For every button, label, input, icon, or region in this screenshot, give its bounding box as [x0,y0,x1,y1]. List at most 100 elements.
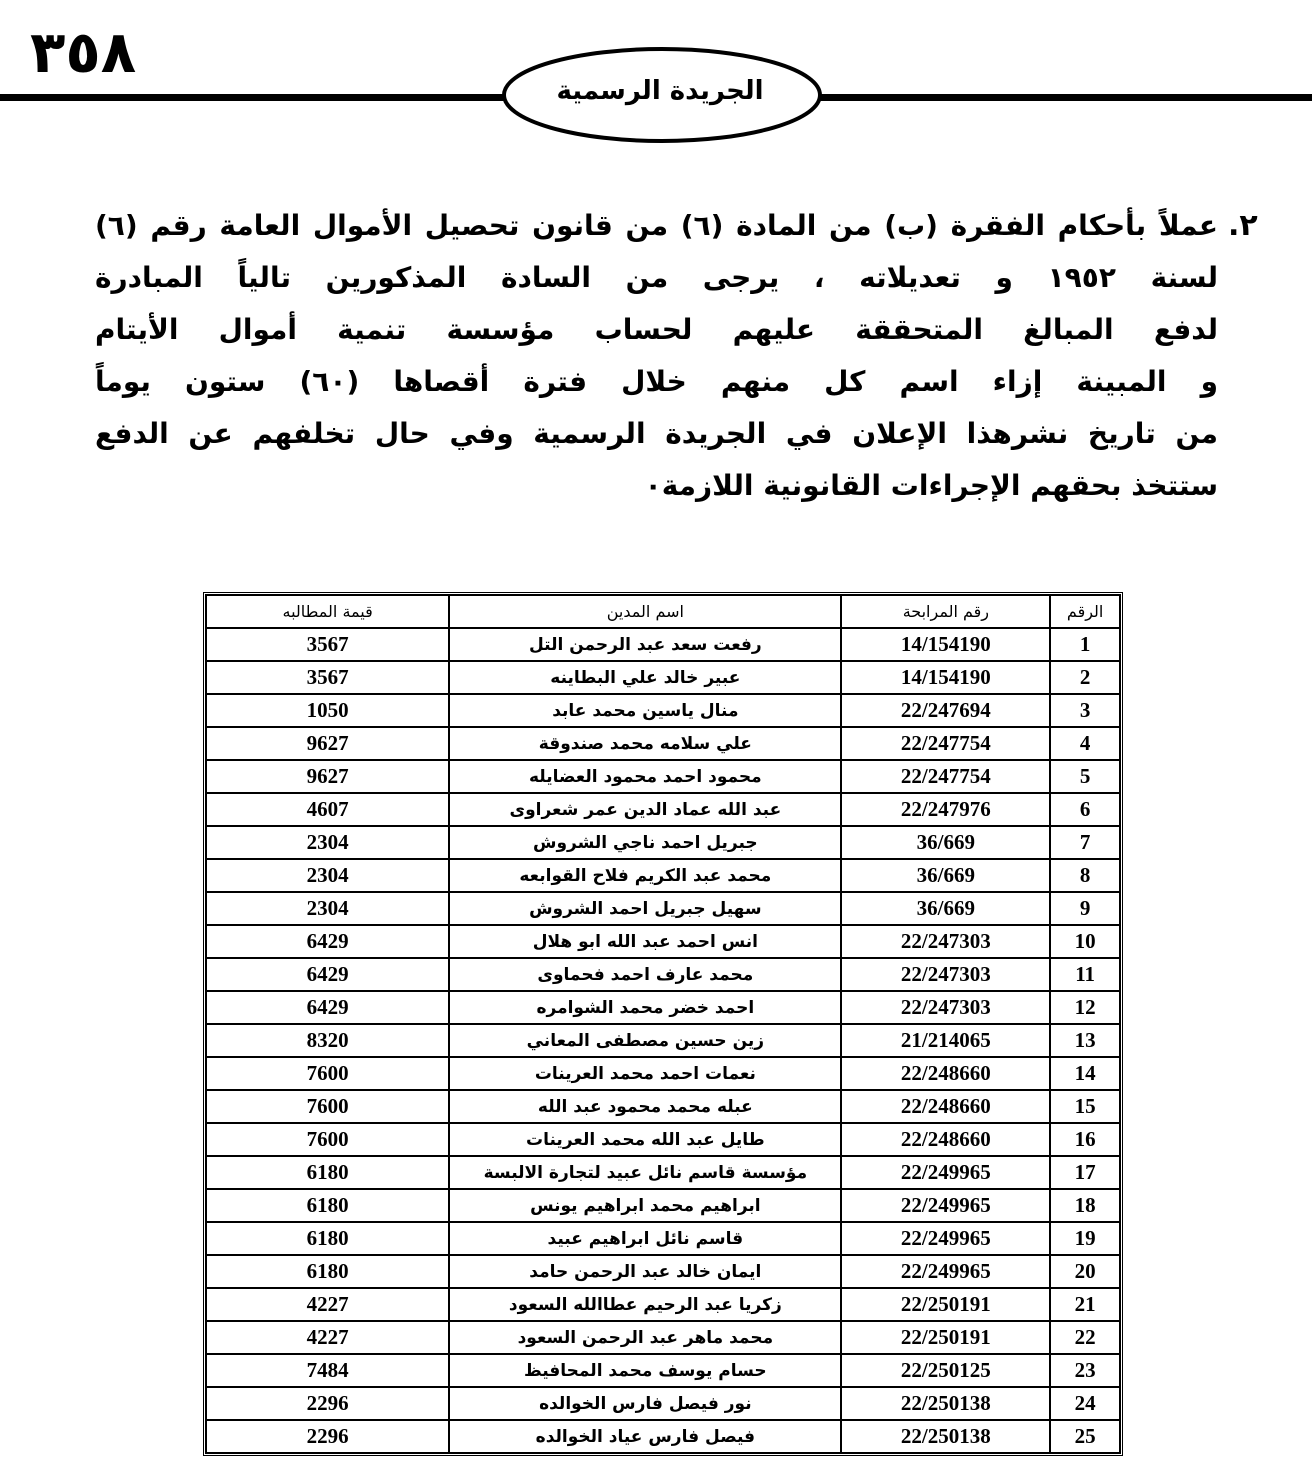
debtor-name: جبريل احمد ناجي الشروش [449,826,842,859]
debtor-name: محمد عارف احمد فحماوى [449,958,842,991]
murabaha-number: 22/249965 [841,1255,1051,1288]
notice-line: و المبينة إزاء اسم كل منهم خلال فترة أقص… [95,365,1218,398]
table-row: 5 22/247754 محمود احمد محمود العضايله 9627 [206,760,1120,793]
table-row: 14 22/248660 نعمات احمد محمد العرينات 7600 [206,1057,1120,1090]
table-row: 6 22/247976 عبد الله عماد الدين عمر شعراوى… [206,793,1120,826]
row-number: 1 [1050,628,1120,661]
column-header: الرقم [1050,595,1120,628]
debtor-name: سهيل جبريل احمد الشروش [449,892,842,925]
murabaha-number: 22/250125 [841,1354,1051,1387]
murabaha-number: 22/250138 [841,1420,1051,1453]
murabaha-number: 36/669 [841,892,1051,925]
murabaha-number: 22/248660 [841,1057,1051,1090]
row-number: 7 [1050,826,1120,859]
row-number: 8 [1050,859,1120,892]
debtor-name: عبله محمد محمود عبد الله [449,1090,842,1123]
row-number: 9 [1050,892,1120,925]
claim-amount: 2304 [206,826,450,859]
murabaha-number: 22/247694 [841,694,1051,727]
table-row: 4 22/247754 علي سلامه محمد صندوقة 9627 [206,727,1120,760]
row-number: 10 [1050,925,1120,958]
murabaha-number: 22/250138 [841,1387,1051,1420]
table-row: 9 36/669 سهيل جبريل احمد الشروش 2304 [206,892,1120,925]
claim-amount: 7600 [206,1123,450,1156]
claim-amount: 6429 [206,925,450,958]
debtor-name: طايل عبد الله محمد العرينات [449,1123,842,1156]
claim-amount: 4607 [206,793,450,826]
row-number: 6 [1050,793,1120,826]
murabaha-number: 22/247754 [841,760,1051,793]
murabaha-number: 22/248660 [841,1090,1051,1123]
gazette-title: الجريدة الرسمية [556,76,764,106]
murabaha-number: 22/250191 [841,1288,1051,1321]
claim-amount: 6180 [206,1255,450,1288]
row-number: 18 [1050,1189,1120,1222]
table-row: 25 22/250138 فيصل فارس عياد الخوالده 2296 [206,1420,1120,1453]
page-number: ٣٥٨ [30,18,137,86]
debtor-name: ابراهيم محمد ابراهيم يونس [449,1189,842,1222]
debtor-name: محمد عبد الكريم فلاح القوابعه [449,859,842,892]
debtor-name: ايمان خالد عبد الرحمن حامد [449,1255,842,1288]
debtor-name: قاسم نائل ابراهيم عبيد [449,1222,842,1255]
row-number: 20 [1050,1255,1120,1288]
row-number: 2 [1050,661,1120,694]
claim-amount: 2296 [206,1420,450,1453]
row-number: 16 [1050,1123,1120,1156]
row-number: 4 [1050,727,1120,760]
table-row: 15 22/248660 عبله محمد محمود عبد الله 7600 [206,1090,1120,1123]
claim-amount: 9627 [206,760,450,793]
claim-amount: 6429 [206,958,450,991]
row-number: 5 [1050,760,1120,793]
murabaha-number: 22/247976 [841,793,1051,826]
row-number: 21 [1050,1288,1120,1321]
row-number: 23 [1050,1354,1120,1387]
row-number: 11 [1050,958,1120,991]
row-number: 15 [1050,1090,1120,1123]
debtor-name: نعمات احمد محمد العرينات [449,1057,842,1090]
table-row: 12 22/247303 احمد خضر محمد الشوامره 6429 [206,991,1120,1024]
claims-table: الرقم رقم المرابحة اسم المدين قيمة المطالبه… [203,592,1123,1456]
murabaha-number: 22/249965 [841,1222,1051,1255]
table-row: 17 22/249965 مؤسسة قاسم نائل عبيد لتجارة ا… [206,1156,1120,1189]
murabaha-number: 22/247303 [841,925,1051,958]
murabaha-number: 22/250191 [841,1321,1051,1354]
debtor-name: محمود احمد محمود العضايله [449,760,842,793]
murabaha-number: 22/247754 [841,727,1051,760]
claim-amount: 6180 [206,1189,450,1222]
notice-line: ستتخذ بحقهم الإجراءات القانونية اللازمة٠ [644,469,1218,502]
claim-amount: 6180 [206,1222,450,1255]
header-decoration [0,47,1312,143]
row-number: 13 [1050,1024,1120,1057]
debtor-name: علي سلامه محمد صندوقة [449,727,842,760]
table-row: 2 14/154190 عبير خالد علي البطاينه 3567 [206,661,1120,694]
row-number: 25 [1050,1420,1120,1453]
table-row: 7 36/669 جبريل احمد ناجي الشروش 2304 [206,826,1120,859]
row-number: 3 [1050,694,1120,727]
table-row: 23 22/250125 حسام يوسف محمد المحافيظ 7484 [206,1354,1120,1387]
notice-text: عملاً بأحكام الفقرة (ب) من المادة (٦) من… [95,200,1218,512]
debtor-name: انس احمد عبد الله ابو هلال [449,925,842,958]
murabaha-number: 22/247303 [841,991,1051,1024]
debtor-name: فيصل فارس عياد الخوالده [449,1420,842,1453]
debtor-name: حسام يوسف محمد المحافيظ [449,1354,842,1387]
debtor-name: نور فيصل فارس الخوالده [449,1387,842,1420]
row-number: 14 [1050,1057,1120,1090]
claim-amount: 7484 [206,1354,450,1387]
claim-amount: 4227 [206,1321,450,1354]
table-row: 20 22/249965 ايمان خالد عبد الرحمن حامد 618… [206,1255,1120,1288]
claim-amount: 9627 [206,727,450,760]
table-row: 24 22/250138 نور فيصل فارس الخوالده 2296 [206,1387,1120,1420]
debtor-name: احمد خضر محمد الشوامره [449,991,842,1024]
claim-amount: 2296 [206,1387,450,1420]
murabaha-number: 22/247303 [841,958,1051,991]
debtor-name: مؤسسة قاسم نائل عبيد لتجارة الالبسة [449,1156,842,1189]
column-header: اسم المدين [449,595,842,628]
murabaha-number: 36/669 [841,859,1051,892]
row-number: 24 [1050,1387,1120,1420]
table-row: 19 22/249965 قاسم نائل ابراهيم عبيد 6180 [206,1222,1120,1255]
murabaha-number: 14/154190 [841,628,1051,661]
debtor-name: محمد ماهر عبد الرحمن السعود [449,1321,842,1354]
row-number: 12 [1050,991,1120,1024]
debtor-name: زين حسين مصطفى المعاني [449,1024,842,1057]
